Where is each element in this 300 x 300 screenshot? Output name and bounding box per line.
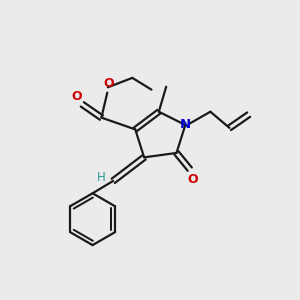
Text: O: O (103, 76, 114, 90)
Text: O: O (188, 173, 198, 186)
Text: O: O (72, 90, 82, 103)
Text: H: H (97, 172, 105, 184)
Text: N: N (180, 118, 191, 131)
